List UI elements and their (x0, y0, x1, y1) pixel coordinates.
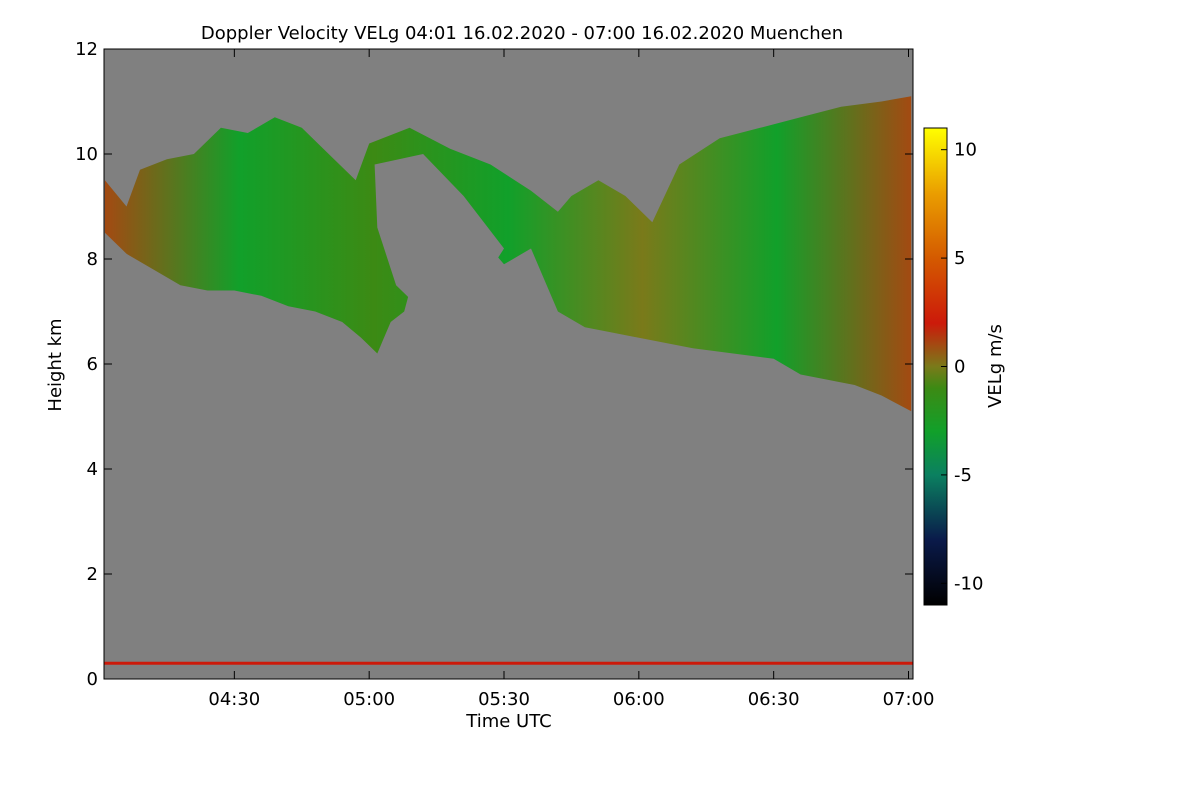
y-axis: 0 2 4 6 8 10 12 (75, 39, 913, 690)
colorbar-tick-label: 5 (954, 248, 965, 269)
x-tick-label: 06:30 (748, 689, 800, 710)
y-axis-label: Height km (45, 318, 66, 411)
x-tick-label: 05:00 (343, 689, 395, 710)
x-axis: 04:30 05:00 05:30 06:00 06:30 07:00 (208, 49, 934, 710)
x-axis-label: Time UTC (465, 711, 551, 732)
colorbar-tick-label: -5 (954, 465, 972, 486)
y-tick-label: 2 (87, 564, 98, 585)
y-tick-label: 12 (75, 39, 98, 60)
y-tick-label: 6 (87, 354, 98, 375)
y-tick-label: 0 (87, 669, 98, 690)
colorbar-label: VELg m/s (985, 324, 1006, 408)
x-tick-label: 06:00 (613, 689, 665, 710)
y-tick-label: 4 (87, 459, 98, 480)
chart-title: Doppler Velocity VELg 04:01 16.02.2020 -… (201, 23, 843, 44)
x-tick-label: 05:30 (478, 689, 530, 710)
y-tick-label: 10 (75, 144, 98, 165)
colorbar-tick-label: 10 (954, 140, 977, 161)
x-tick-label: 07:00 (883, 689, 935, 710)
colorbar-tick-label: -10 (954, 573, 983, 594)
colorbar-axis: 10 5 0 -5 -10 (941, 140, 983, 594)
x-tick-label: 04:30 (208, 689, 260, 710)
data-layer (104, 96, 913, 665)
cloud-echo-region (104, 96, 912, 412)
colorbar-tick-label: 0 (954, 357, 965, 378)
clear-air-gap (374, 154, 504, 312)
y-tick-label: 8 (87, 249, 98, 270)
